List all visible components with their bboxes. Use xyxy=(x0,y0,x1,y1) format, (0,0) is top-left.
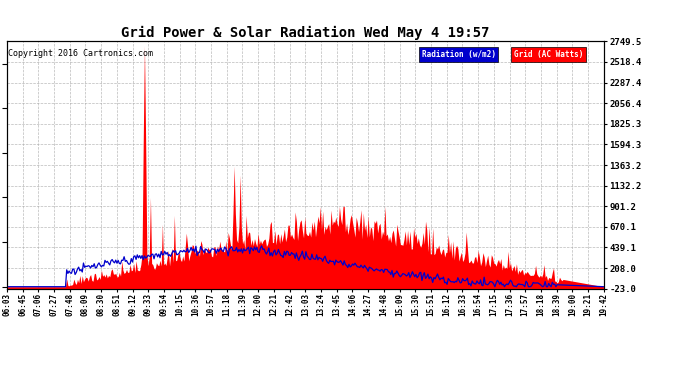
Text: Radiation (w/m2): Radiation (w/m2) xyxy=(422,50,495,59)
Title: Grid Power & Solar Radiation Wed May 4 19:57: Grid Power & Solar Radiation Wed May 4 1… xyxy=(121,26,490,40)
Text: Grid (AC Watts): Grid (AC Watts) xyxy=(514,50,584,59)
Text: Copyright 2016 Cartronics.com: Copyright 2016 Cartronics.com xyxy=(8,49,153,58)
